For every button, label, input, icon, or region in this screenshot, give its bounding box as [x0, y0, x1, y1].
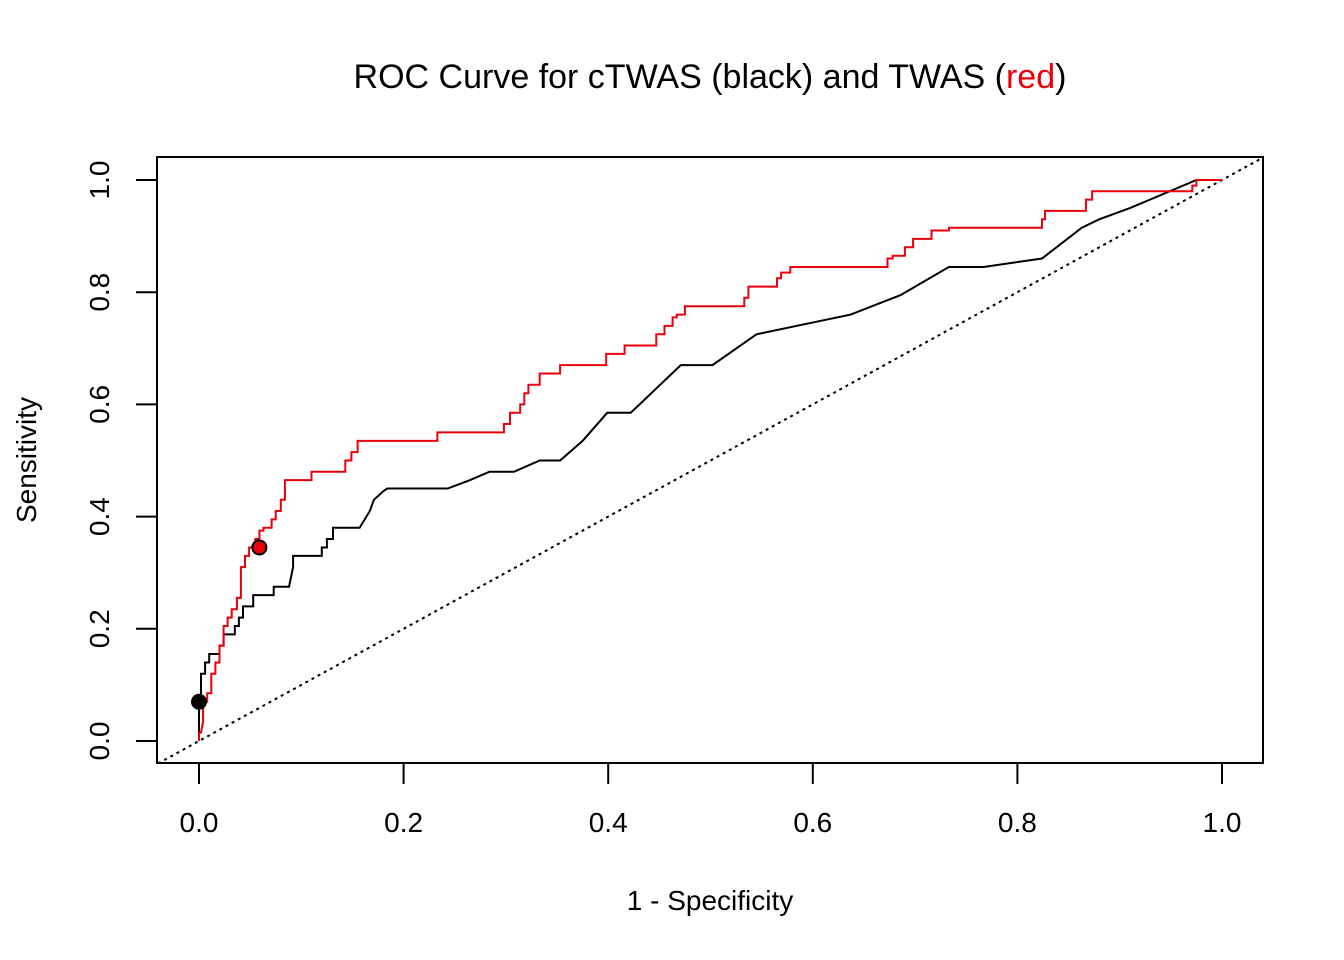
twas-point [251, 539, 268, 556]
y-tick-label: 1.0 [84, 161, 115, 200]
y-tick-label: 0.4 [84, 497, 115, 536]
series-layer [198, 179, 1222, 741]
x-tick-label: 0.8 [998, 807, 1037, 838]
points-layer [191, 539, 268, 710]
y-axis: 0.0 0.2 0.4 0.6 0.8 1.0 [84, 161, 158, 761]
ctwas-point [191, 693, 207, 710]
y-axis-label: Sensitivity [11, 397, 42, 523]
y-tick-label: 0.0 [84, 722, 115, 761]
twas-roc-line [198, 179, 1222, 741]
x-tick-label: 0.4 [589, 807, 628, 838]
x-tick-label: 1.0 [1203, 807, 1242, 838]
x-axis-label: 1 - Specificity [627, 885, 794, 916]
x-tick-label: 0.0 [180, 807, 219, 838]
chart-title-part-1: ROC Curve for cTWAS (black) and TWAS ( [354, 58, 1007, 96]
y-tick-label: 0.8 [84, 273, 115, 312]
reference-diagonal-line [157, 157, 1263, 763]
x-tick-label: 0.2 [384, 807, 423, 838]
x-axis: 0.0 0.2 0.4 0.6 0.8 1.0 [180, 762, 1242, 838]
chart-title-part-3: ) [1055, 58, 1066, 96]
y-tick-label: 0.6 [84, 385, 115, 424]
reference-layer [157, 157, 1263, 763]
y-tick-label: 0.2 [84, 609, 115, 648]
chart-title-red-word: red [1006, 58, 1055, 96]
x-tick-label: 0.6 [793, 807, 832, 838]
chart-title: ROC Curve for cTWAS (black) and TWAS (re… [354, 58, 1067, 96]
